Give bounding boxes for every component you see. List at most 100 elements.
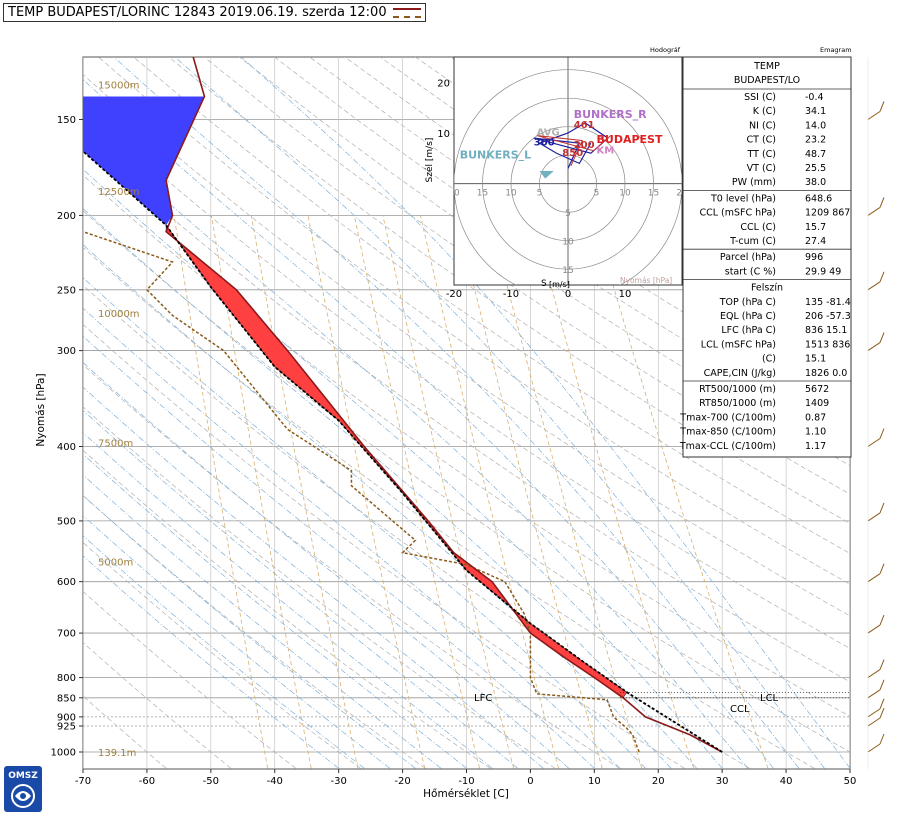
wind-barb	[879, 271, 885, 282]
dry-adiabat-line	[83, 364, 620, 769]
y-tick-label: 800	[57, 673, 76, 684]
hodo-label: 461	[574, 120, 595, 131]
y-tick-label: 850	[57, 693, 76, 704]
mixing-ratio-line	[250, 215, 359, 769]
hodo-y-tick: 20	[437, 78, 450, 89]
table-row-value: 1.10	[805, 427, 826, 438]
dry-adiabat-line	[83, 323, 685, 769]
height-label: 5000m	[98, 558, 133, 569]
hodograph-x-label: S	[541, 279, 547, 289]
dry-adiabat-line	[83, 106, 850, 649]
level-label: CCL	[730, 704, 750, 715]
wind-barb	[867, 438, 881, 447]
wind-barb	[879, 101, 885, 112]
mixing-ratio-line	[353, 215, 480, 769]
table-row-key: start (C %)	[725, 266, 776, 277]
table-row-value: 1209 867	[805, 208, 850, 219]
table-row-value: 34.1	[805, 106, 826, 117]
y-tick-label: 900	[57, 712, 76, 723]
y-tick-label: 250	[57, 285, 76, 296]
table-row-key: CCL (C)	[740, 222, 776, 233]
table-row-value: 15.7	[805, 222, 826, 233]
hodograph-y-label: Szél [m/s]	[424, 138, 435, 183]
moist-adiabat-line	[83, 555, 339, 769]
mixing-ratio-line	[382, 215, 515, 769]
wind-barb	[867, 342, 881, 352]
mixing-ratio-line	[456, 215, 603, 769]
hodo-ring-label: 5	[565, 209, 571, 219]
dry-adiabat-line	[238, 57, 850, 466]
x-tick-label: -40	[267, 776, 283, 787]
wind-barb	[879, 707, 885, 719]
hodo-ring	[539, 154, 597, 213]
moist-adiabat-line	[83, 335, 595, 769]
hodo-ring	[482, 97, 654, 270]
omsz-logo: OMSZ	[4, 766, 42, 812]
table-row-key: LFC (hPa C)	[721, 325, 776, 336]
moist-adiabat-line	[174, 57, 825, 769]
wind-barb	[867, 573, 881, 583]
hodograph-pressure-label: Nyomás [hPa]	[620, 276, 672, 285]
height-labels: 15000m 12500m 10000m 7500m 5000m 139.1m	[98, 80, 140, 759]
hodo-x-tick: -10	[503, 289, 519, 300]
moist-adiabat-line	[83, 362, 570, 769]
moist-adiabat-line	[83, 453, 467, 769]
wind-barb	[867, 743, 881, 753]
x-tick-label: 40	[780, 776, 793, 787]
x-tick-label: 0	[527, 776, 533, 787]
table-row-key: Tmax-850 (C/100m)	[679, 427, 776, 438]
y-tick-label: 600	[57, 577, 76, 588]
table-row-key: RT500/1000 (m)	[699, 384, 776, 395]
moist-adiabat-line	[83, 208, 697, 769]
x-tick-label: 30	[716, 776, 729, 787]
axis-tick-labels: -70 -60 -50 -40 -30 -20 -10 0 10 20 30 40 5015020025…	[51, 115, 857, 787]
hodo-x-tick: -20	[446, 289, 462, 300]
hodo-ring-label: 15	[477, 189, 488, 199]
hodo-ring	[510, 126, 626, 242]
hodo-x-tick: 10	[619, 289, 632, 300]
hodo-label: BUNKERS_L	[460, 148, 531, 161]
dry-adiabat-line	[309, 57, 850, 411]
y-tick-label: 400	[57, 442, 76, 453]
dry-adiabat-line	[168, 57, 850, 524]
level-label: LFC	[474, 693, 492, 704]
table-row-key: T-cum (C)	[729, 236, 776, 247]
table-row-key: K (C)	[753, 106, 776, 117]
wind-barb	[879, 332, 885, 343]
dry-adiabat-line	[133, 57, 850, 554]
table-row-key: PW (mm)	[732, 177, 776, 188]
table-row-value: 48.7	[805, 149, 826, 160]
moist-adiabat-line	[83, 79, 774, 769]
wind-barb	[879, 428, 885, 439]
table-row-value: 23.2	[805, 135, 826, 146]
table-heading: Felszín	[751, 283, 783, 294]
table-row-value: 14.0	[805, 120, 826, 131]
level-labels: LFC LCL CCL	[474, 693, 779, 715]
hodo-label: KM	[597, 145, 615, 156]
x-tick-label: 20	[652, 776, 665, 787]
y-tick-label: 300	[57, 346, 76, 357]
wind-barb	[867, 669, 881, 679]
moist-adiabat-line	[83, 277, 646, 769]
table-row-key: T0 level (hPa)	[710, 193, 776, 204]
hodo-label: AVG	[537, 128, 560, 139]
emagram-title: Emagram	[820, 46, 852, 54]
mixing-ratio-line	[307, 215, 426, 769]
wind-barb	[879, 502, 885, 514]
x-axis-label: Hőmérséklet [C]	[423, 788, 509, 800]
wind-barbs	[867, 57, 885, 769]
x-tick-label: -60	[139, 776, 155, 787]
wind-barb	[867, 111, 881, 120]
hodo-label: 200	[574, 140, 595, 151]
hodo-ring	[454, 69, 682, 285]
table-row-value: 38.0	[805, 177, 826, 188]
mixing-ratio-line	[592, 215, 769, 769]
hodograph-ticks: -20 -10 0 10 20 10	[437, 78, 631, 300]
hodo-wind-path	[533, 122, 609, 169]
hodo-ring-label: 15	[648, 189, 659, 199]
wind-barb	[867, 689, 881, 699]
wind-barb	[879, 659, 885, 670]
hodo-label: BUDAPEST	[597, 133, 663, 146]
wind-barb	[879, 563, 885, 574]
table-row-value: 1409	[805, 398, 829, 409]
